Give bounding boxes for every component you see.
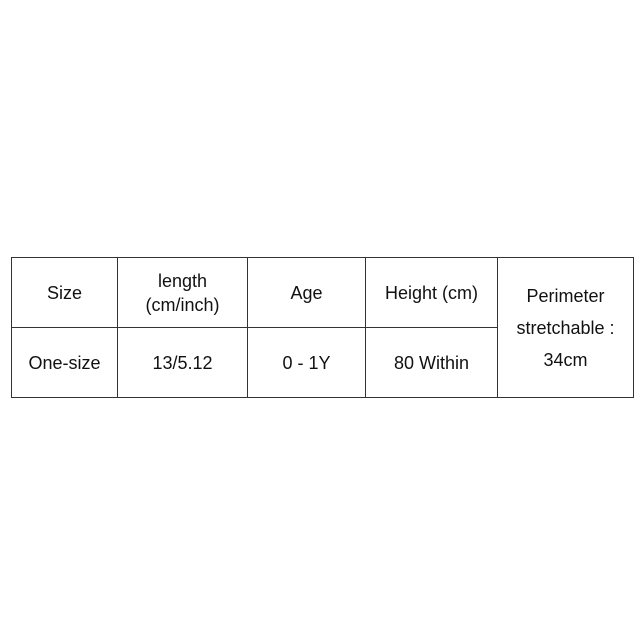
- header-row: Size length (cm/inch) Age Height (cm) Pe…: [11, 257, 634, 398]
- cell: One-size: [11, 327, 118, 398]
- header-cell: Perimeter stretchable : 34cm: [497, 257, 634, 398]
- size-table: Size length (cm/inch) Age Height (cm) Pe…: [11, 257, 634, 398]
- header-cell: Height (cm): [365, 257, 498, 328]
- cell: 13/5.12: [117, 327, 248, 398]
- cell: 0 - 1Y: [247, 327, 366, 398]
- header-cell: Age: [247, 257, 366, 328]
- header-cell: length (cm/inch): [117, 257, 248, 328]
- header-cell: Size: [11, 257, 118, 328]
- cell: 80 Within: [365, 327, 498, 398]
- data-row: One-size 13/5.12 0 - 1Y 80 Within: [11, 327, 634, 398]
